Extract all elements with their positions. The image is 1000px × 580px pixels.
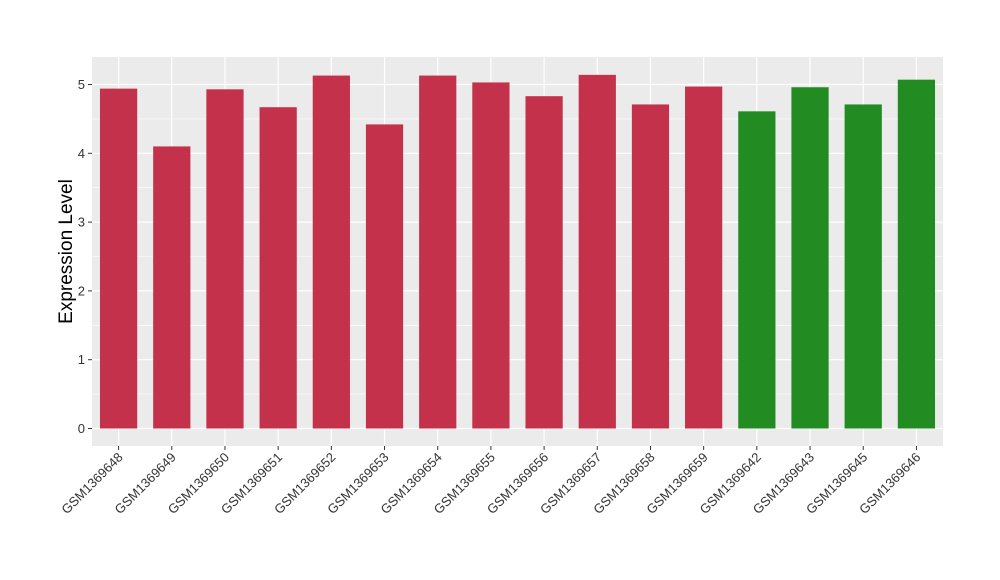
bar-GSM1369653 — [365, 124, 404, 429]
bars — [99, 74, 936, 429]
y-tick-label: 4 — [78, 146, 85, 161]
bar-GSM1369658 — [631, 104, 670, 429]
y-tick-label: 1 — [78, 352, 85, 367]
y-tick-label: 0 — [78, 421, 85, 436]
y-tick-label: 2 — [78, 283, 85, 298]
y-tick-label: 3 — [78, 215, 85, 230]
bar-GSM1369646 — [897, 79, 936, 429]
bar-GSM1369657 — [578, 74, 616, 429]
bar-GSM1369649 — [153, 146, 191, 429]
bar-GSM1369655 — [472, 82, 510, 429]
bar-GSM1369652 — [312, 75, 350, 429]
bar-GSM1369642 — [738, 111, 776, 429]
bar-GSM1369656 — [525, 96, 563, 429]
bar-GSM1369659 — [685, 86, 723, 429]
bar-GSM1369643 — [791, 87, 829, 429]
bar-GSM1369654 — [419, 75, 457, 429]
y-tick-label: 5 — [78, 77, 85, 92]
bar-GSM1369650 — [206, 89, 244, 429]
bar-GSM1369651 — [259, 107, 297, 429]
bar-GSM1369648 — [99, 88, 138, 429]
y-axis-title: Expression Level — [56, 179, 77, 324]
bar-GSM1369645 — [844, 104, 882, 429]
